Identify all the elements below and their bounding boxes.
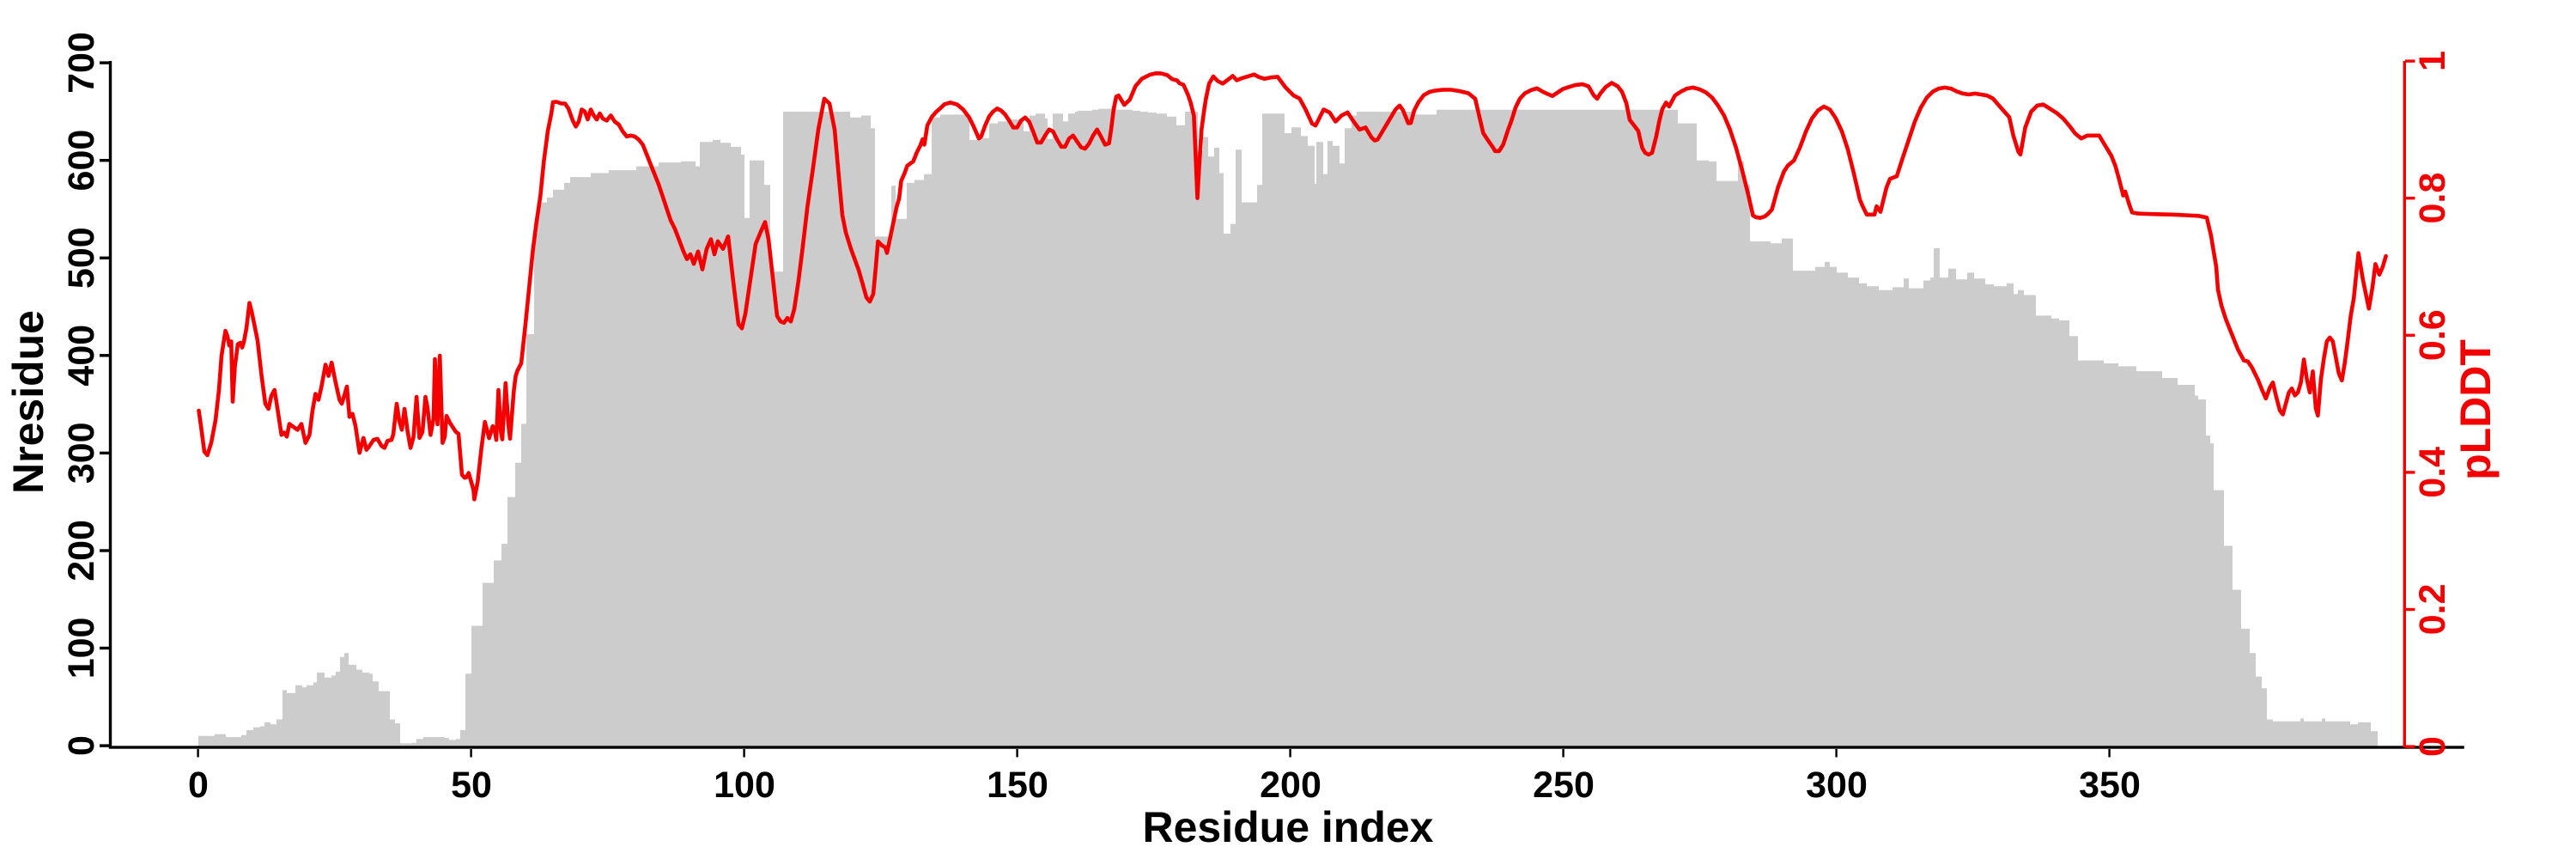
svg-text:50: 50 xyxy=(451,765,492,806)
svg-text:pLDDT: pLDDT xyxy=(2451,339,2500,480)
svg-text:250: 250 xyxy=(1533,765,1595,806)
svg-text:600: 600 xyxy=(61,130,102,192)
svg-text:0.2: 0.2 xyxy=(2412,584,2453,636)
svg-text:0.4: 0.4 xyxy=(2412,447,2453,498)
svg-text:700: 700 xyxy=(61,32,102,94)
svg-text:Nresidue: Nresidue xyxy=(4,310,52,494)
svg-text:100: 100 xyxy=(714,765,775,806)
svg-text:0: 0 xyxy=(188,765,209,806)
svg-text:0.6: 0.6 xyxy=(2412,309,2453,361)
svg-text:150: 150 xyxy=(987,765,1048,806)
svg-text:0: 0 xyxy=(61,735,102,756)
svg-text:100: 100 xyxy=(61,618,102,679)
svg-text:300: 300 xyxy=(1806,765,1868,806)
svg-text:200: 200 xyxy=(61,520,102,582)
svg-text:1: 1 xyxy=(2412,51,2453,71)
svg-text:0.8: 0.8 xyxy=(2412,173,2453,224)
svg-text:400: 400 xyxy=(61,325,102,387)
svg-text:0: 0 xyxy=(2412,736,2453,757)
svg-text:300: 300 xyxy=(61,422,102,484)
svg-text:Residue index: Residue index xyxy=(1143,803,1434,851)
svg-text:350: 350 xyxy=(2079,765,2141,806)
svg-text:500: 500 xyxy=(61,227,102,289)
svg-text:200: 200 xyxy=(1260,765,1321,806)
